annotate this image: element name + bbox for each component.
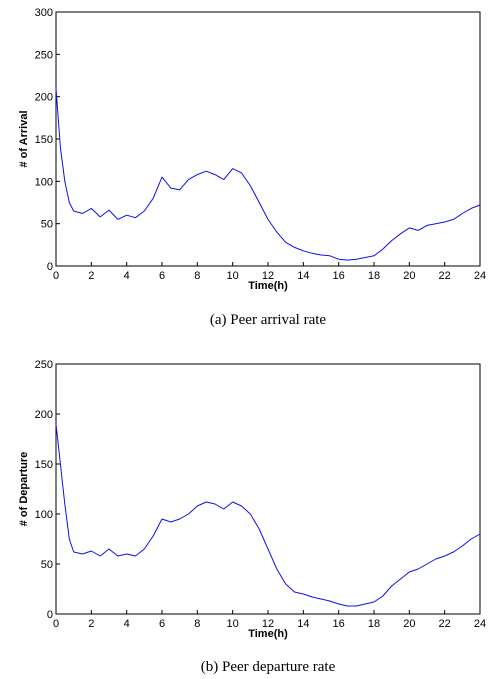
x-tick-label: 22 [439, 270, 451, 282]
x-tick-label: 8 [194, 618, 200, 630]
y-tick-label: 50 [41, 559, 53, 571]
y-tick-label: 200 [35, 409, 53, 421]
y-tick-label: 100 [35, 176, 53, 188]
y-tick-label: 100 [35, 509, 53, 521]
x-tick-label: 24 [474, 270, 486, 282]
caption: (a) Peer arrival rate [210, 312, 327, 328]
x-tick-label: 2 [88, 618, 94, 630]
x-tick-label: 4 [124, 618, 130, 630]
x-tick-label: 4 [124, 270, 130, 282]
x-tick-label: 10 [227, 270, 239, 282]
x-tick-label: 24 [474, 618, 486, 630]
x-axis-label: Time(h) [248, 280, 288, 292]
x-tick-label: 20 [403, 618, 415, 630]
x-tick-label: 6 [159, 270, 165, 282]
plot-frame [55, 363, 481, 615]
x-tick-label: 12 [262, 618, 274, 630]
arrival-rate-chart: 0 2 4 6 8 10 12 14 16 18 20 22 24050100150200250300 … [18, 7, 486, 328]
x-tick-label: 20 [403, 270, 415, 282]
y-tick-label: 0 [47, 609, 53, 621]
x-tick-label: 0 [53, 270, 59, 282]
x-tick-label: 0 [53, 618, 59, 630]
y-tick-label: 50 [41, 219, 53, 231]
x-axis-label: Time(h) [248, 628, 288, 640]
x-tick-label: 14 [297, 270, 309, 282]
y-axis-label: # of Arrival [18, 110, 30, 167]
y-tick-label: 250 [35, 49, 53, 61]
y-tick-label: 150 [35, 459, 53, 471]
y-axis-label: # of Departure [18, 452, 30, 527]
x-tick-label: 12 [262, 270, 274, 282]
x-tick-label: 6 [159, 618, 165, 630]
x-tick-label: 18 [368, 270, 380, 282]
x-tick-label: 16 [333, 270, 345, 282]
x-tick-label: 2 [88, 270, 94, 282]
y-tick-label: 150 [35, 134, 53, 146]
x-tick-label: 8 [194, 270, 200, 282]
y-tick-label: 300 [35, 7, 53, 19]
y-tick-label: 250 [35, 359, 53, 371]
plot-frame [55, 11, 481, 267]
arrival-series-line [55, 88, 481, 261]
x-tick-label: 18 [368, 618, 380, 630]
x-tick-label: 16 [333, 618, 345, 630]
y-tick-label: 0 [47, 261, 53, 273]
y-tick-label: 200 [35, 92, 53, 104]
x-tick-label: 14 [297, 618, 309, 630]
x-tick-label: 22 [439, 618, 451, 630]
departure-series-line [55, 423, 481, 607]
caption: (b) Peer departure rate [201, 659, 336, 675]
x-tick-label: 10 [227, 618, 239, 630]
